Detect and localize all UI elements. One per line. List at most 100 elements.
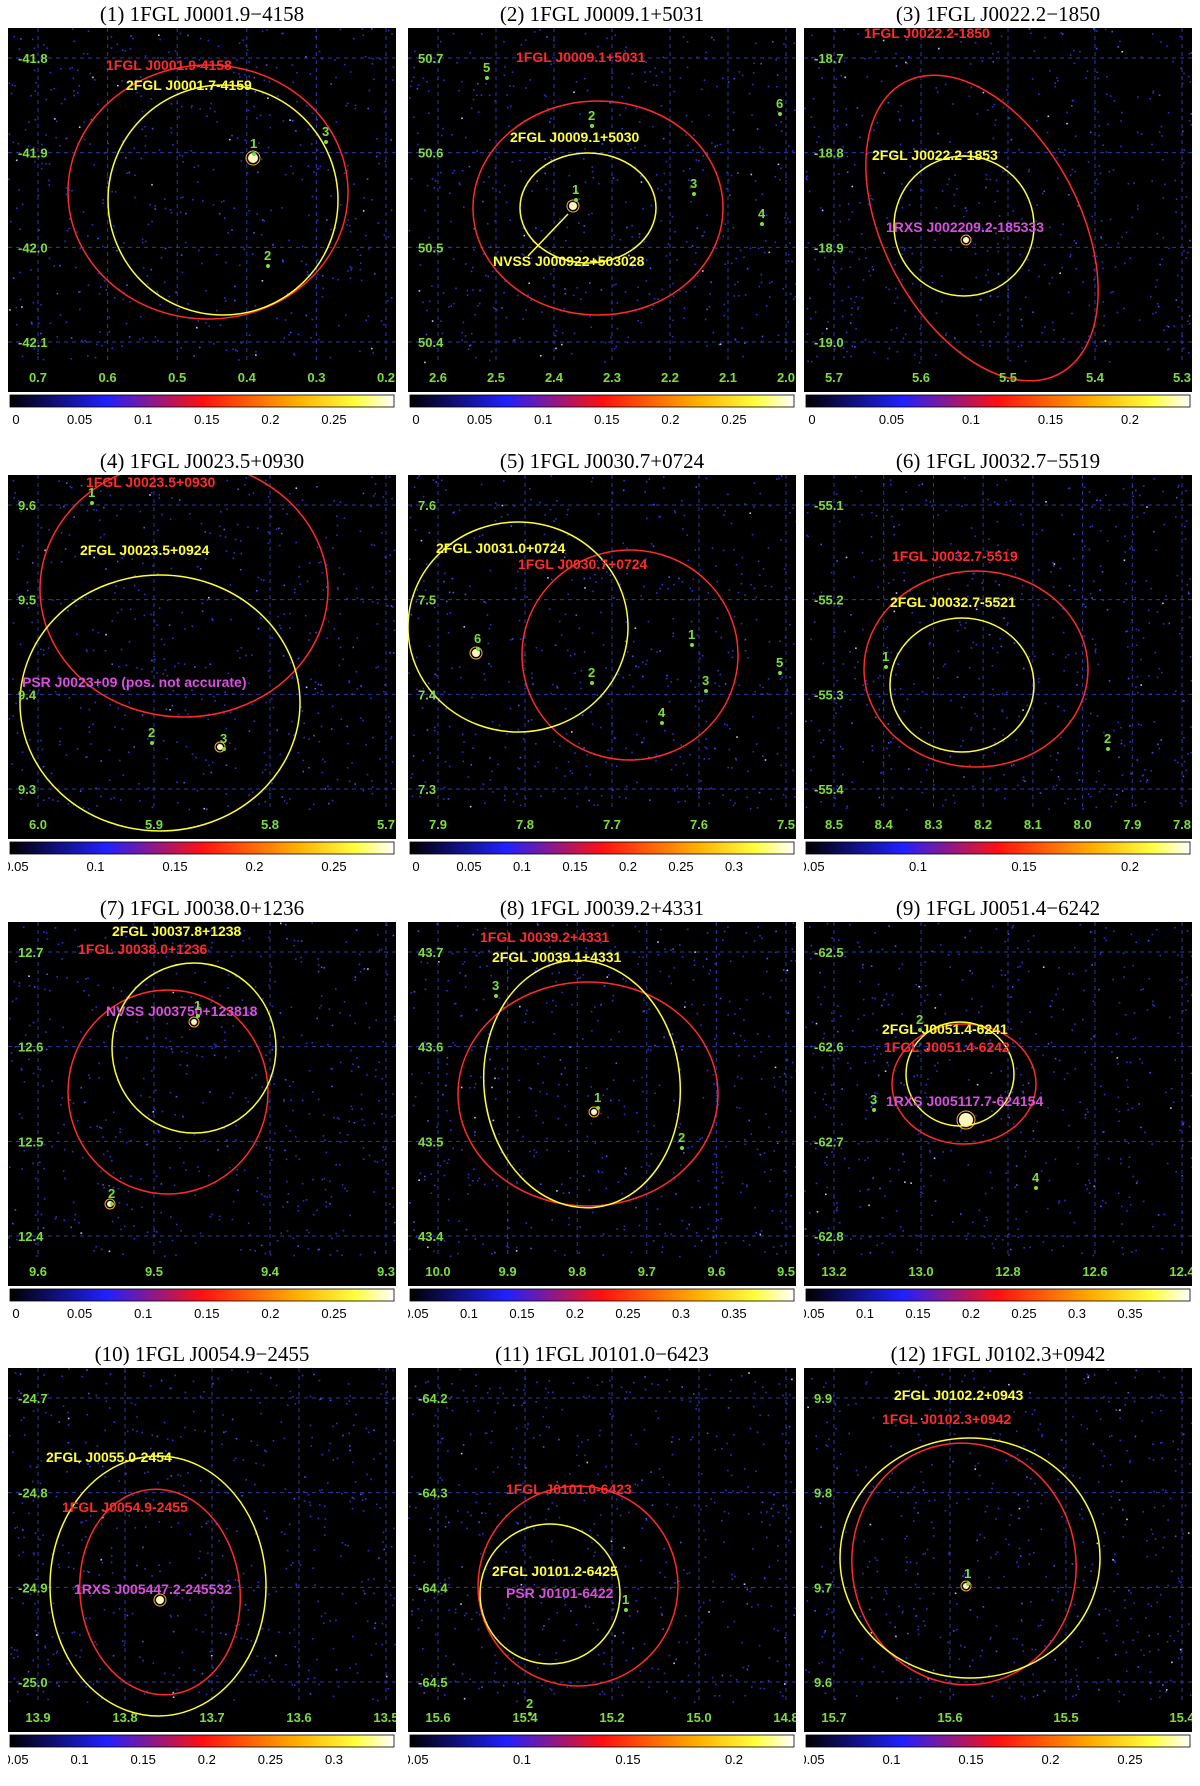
source-marker <box>485 76 489 80</box>
colorbar: 0 0.05 0.1 0.15 0.2 <box>805 394 1191 427</box>
2fgl-error-ellipse <box>889 617 1035 753</box>
colorbar-tick-label: 0.25 <box>1011 1306 1036 1321</box>
source-number: 2 <box>148 725 155 740</box>
dec-tick-label: 9.9 <box>814 1391 832 1406</box>
source-number: 4 <box>758 206 766 221</box>
colorbar-tick-label: 0.1 <box>909 859 927 874</box>
sky-map: 1FGL J0023.5+0930 2FGL J0023.5+0924 PSR J0… <box>8 475 396 839</box>
ra-tick-label: 9.4 <box>261 1264 280 1279</box>
ra-tick-label: 15.2 <box>599 1710 624 1725</box>
dec-tick-label: 7.6 <box>418 498 436 513</box>
dec-tick-label: 43.7 <box>418 945 443 960</box>
dec-tick-label: -62.5 <box>814 945 844 960</box>
ra-tick-label: 8.0 <box>1074 817 1092 832</box>
ra-tick-label: 0.6 <box>99 370 117 385</box>
colorbar-tick-label: 0.05 <box>8 1752 29 1767</box>
source-marker <box>590 681 594 685</box>
ra-tick-label: 15.0 <box>686 1710 711 1725</box>
colorbar-tick-label: 0 <box>12 1306 19 1321</box>
source-label-counterpart: PSR J0101-6422 <box>506 1585 614 1601</box>
source-label-fgl1: 1FGL J0030.7+0724 <box>518 556 648 572</box>
panel-title: (12) 1FGL J0102.3+0942 <box>890 1342 1106 1366</box>
colorbar-tick-label: 0.3 <box>1068 1306 1086 1321</box>
colorbar-tick-label: 0.25 <box>1117 1752 1142 1767</box>
source-label-counterpart: 1RXS J002209.2-185333 <box>886 219 1044 235</box>
dec-tick-label: 43.5 <box>418 1134 443 1149</box>
coordinate-grid <box>804 922 1192 1258</box>
source-number: 3 <box>492 978 499 993</box>
panel-title: (2) 1FGL J0009.1+5031 <box>499 2 705 26</box>
panel-title: (5) 1FGL J0030.7+0724 <box>499 449 705 473</box>
panel-title: (4) 1FGL J0023.5+0930 <box>99 449 305 473</box>
coordinate-grid <box>8 1368 396 1704</box>
source-label-fgl1: 1FGL J0023.5+0930 <box>86 475 216 490</box>
colorbar-tick-label: 0.3 <box>672 1306 690 1321</box>
coordinate-grid <box>804 1368 1192 1704</box>
2fgl-error-ellipse <box>479 1523 621 1665</box>
ra-tick-label: 0.2 <box>377 370 395 385</box>
colorbar-tick-label: 0.15 <box>905 1306 930 1321</box>
colorbar-tick-label: 0.05 <box>408 1752 429 1767</box>
dec-tick-label: 9.3 <box>18 782 36 797</box>
ra-tick-label: 8.3 <box>924 817 942 832</box>
colorbar-gradient <box>805 841 1191 855</box>
ra-tick-label: 8.2 <box>974 817 992 832</box>
bright-source <box>248 153 258 163</box>
photon-noise <box>804 28 1192 364</box>
ra-tick-label: 2.6 <box>429 370 447 385</box>
panel-9: (9) 1FGL J0051.4−6242 2FGL J0051.4-6241 1F… <box>804 894 1192 1334</box>
colorbar-gradient <box>409 394 795 408</box>
colorbar: 0 0.05 0.1 0.15 0.2 0.25 <box>9 394 395 427</box>
ra-tick-label: 0.7 <box>29 370 47 385</box>
ra-tick-label: 15.4 <box>1169 1710 1192 1725</box>
colorbar-tick-label: 0.2 <box>261 1306 279 1321</box>
source-label-fgl2: NVSS J000922+503028 <box>493 253 645 269</box>
colorbar-tick-label: 0.1 <box>460 1306 478 1321</box>
panel-title: (7) 1FGL J0038.0+1236 <box>99 896 305 920</box>
source-marker <box>528 1712 532 1716</box>
ra-tick-label: 9.8 <box>568 1264 586 1279</box>
source-number: 2 <box>108 1186 115 1201</box>
source-label-fgl1: 1FGL J0009.1+5031 <box>516 49 646 65</box>
ra-tick-label: 5.6 <box>912 370 930 385</box>
source-label-fgl2: 2FGL J0102.2+0943 <box>894 1387 1024 1403</box>
photon-noise <box>8 922 396 1257</box>
colorbar-tick-label: 0.2 <box>725 1752 743 1767</box>
dec-tick-label: -25.0 <box>18 1675 48 1690</box>
colorbar-tick-label: 0.2 <box>619 859 637 874</box>
panel-11: (11) 1FGL J0101.0−6423 1FGL J0101.0-6423 2… <box>408 1340 796 1780</box>
dec-tick-label: 43.6 <box>418 1040 443 1055</box>
coordinate-grid <box>408 475 796 811</box>
dec-tick-label: -41.9 <box>18 146 48 161</box>
panel-3: (3) 1FGL J0022.2−1850 1FGL J0022.2-1850 2F… <box>804 0 1192 440</box>
colorbar-tick-label: 0.2 <box>661 412 679 427</box>
colorbar-tick-label: 0.25 <box>258 1752 283 1767</box>
sky-background <box>8 1368 396 1732</box>
ra-tick-label: 9.6 <box>29 1264 47 1279</box>
source-label-fgl2: 2FGL J0051.4-6241 <box>882 1021 1008 1037</box>
source-marker <box>110 1202 114 1206</box>
ra-tick-label: 0.4 <box>238 370 257 385</box>
source-label-fgl2: 2FGL J0032.7-5521 <box>890 594 1016 610</box>
ra-tick-label: 8.1 <box>1024 817 1042 832</box>
source-label-counterpart: PSR J0023+09 (pos. not accurate) <box>22 674 247 690</box>
ra-tick-label: 2.5 <box>487 370 505 385</box>
source-label-fgl2: 2FGL J0055.0-2454 <box>46 1449 172 1465</box>
colorbar-gradient <box>9 1288 395 1302</box>
colorbar-tick-label: 0.1 <box>962 412 980 427</box>
source-marker <box>966 1582 970 1586</box>
bright-source <box>191 1019 197 1025</box>
dec-tick-label: 43.4 <box>418 1229 444 1244</box>
source-number: 1 <box>594 1090 601 1105</box>
dec-tick-label: -55.1 <box>814 498 844 513</box>
ra-tick-label: 7.9 <box>1123 817 1141 832</box>
ra-tick-label: 2.1 <box>719 370 737 385</box>
source-marker <box>266 264 270 268</box>
panel-1: (1) 1FGL J0001.9−4158 1FGL J0001.9-4158 2F… <box>8 0 396 440</box>
coordinate-grid <box>804 475 1192 811</box>
sky-map: 1FGL J0022.2-1850 2FGL J0022.2-1853 1RXS J… <box>804 28 1192 392</box>
dec-tick-label: -62.8 <box>814 1229 844 1244</box>
dec-tick-label: 9.5 <box>18 593 36 608</box>
colorbar: 0 0.05 0.1 0.15 0.2 0.25 <box>409 394 795 427</box>
